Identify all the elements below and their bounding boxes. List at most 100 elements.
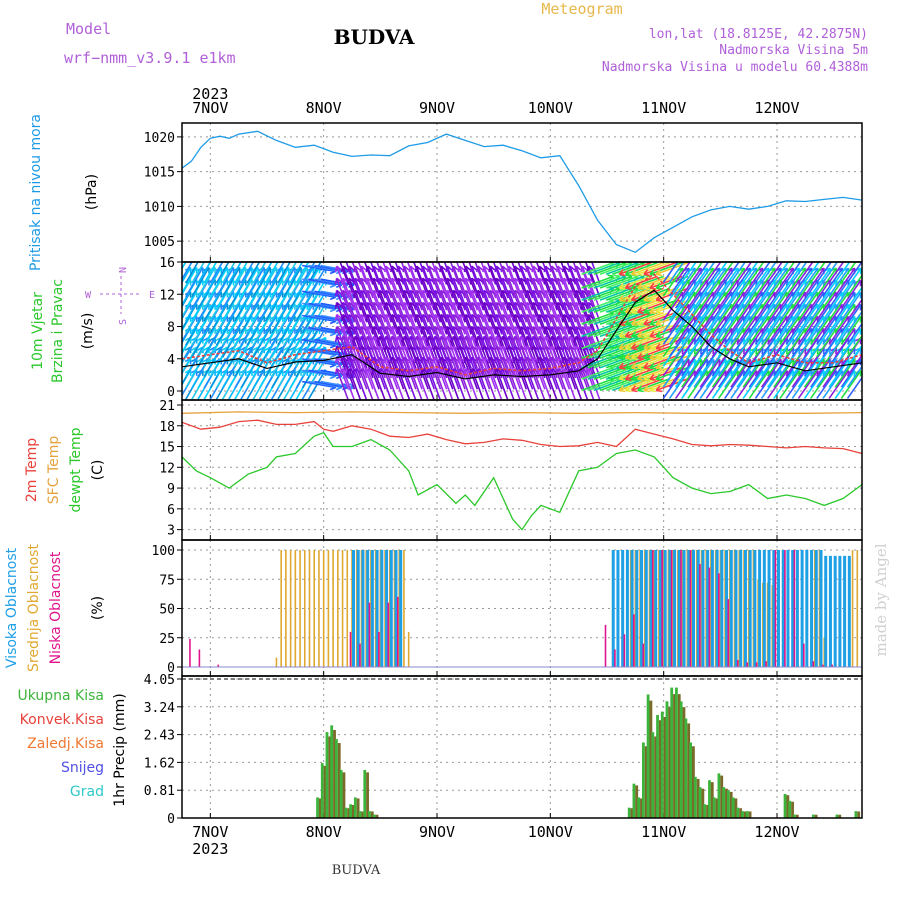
wind-arrow bbox=[587, 287, 620, 301]
cloud-bar-high_cloud bbox=[380, 550, 384, 667]
wind-arrow-head bbox=[446, 326, 453, 332]
wind-arrow bbox=[637, 355, 670, 369]
wind-arrow-head bbox=[495, 301, 502, 307]
cloud-bar-high_cloud bbox=[777, 550, 780, 667]
wind-arrow bbox=[599, 262, 633, 276]
wind-arrow-head bbox=[451, 336, 455, 343]
wind-arrow bbox=[803, 370, 825, 399]
wind-arrow bbox=[631, 336, 664, 350]
wind-arrow-head bbox=[377, 357, 381, 364]
wind-arrow-head bbox=[347, 336, 350, 343]
year-label-bottom: 2023 bbox=[192, 840, 228, 858]
wind-arrow-head bbox=[359, 278, 363, 285]
wind-arrow bbox=[264, 262, 279, 284]
precip-bar-total bbox=[627, 807, 631, 818]
wind-arrow-head bbox=[420, 302, 424, 309]
wind-arrow-head bbox=[557, 289, 563, 295]
wind-arrow bbox=[693, 279, 715, 309]
wind-arrow bbox=[736, 262, 753, 283]
wind-arrow bbox=[699, 358, 721, 388]
wind-arrow-head bbox=[396, 345, 399, 353]
wind-arrow bbox=[612, 377, 645, 392]
wind-arrow-head bbox=[574, 266, 577, 273]
wind-arrow-head bbox=[371, 266, 375, 273]
wind-arrow bbox=[308, 369, 342, 378]
wind-arrow-head bbox=[340, 357, 344, 364]
wind-arrow-head bbox=[469, 302, 473, 309]
wind-arrow-head bbox=[581, 277, 588, 283]
wind-arrow-head bbox=[655, 319, 661, 325]
wind-arrow bbox=[378, 326, 393, 359]
wind-arrow-head bbox=[390, 266, 393, 273]
wind-arrow bbox=[736, 328, 758, 358]
wind-arrow-head bbox=[476, 345, 479, 353]
wind-arrow-head bbox=[643, 343, 649, 349]
wind-arrow bbox=[421, 336, 436, 369]
wind-arrow bbox=[520, 368, 534, 400]
cloud-bar-low_cloud bbox=[718, 573, 720, 667]
wind-arrow-head bbox=[483, 301, 490, 307]
wind-arrow bbox=[625, 287, 658, 301]
wind-arrow-head bbox=[580, 345, 584, 353]
wind-arrow-head bbox=[465, 367, 471, 373]
cloud-bar-low_cloud bbox=[831, 664, 833, 667]
wind-arrow bbox=[693, 304, 715, 333]
wind-arrow-head bbox=[426, 290, 430, 297]
cloud-bar-high_cloud bbox=[649, 550, 653, 667]
wind-arrow bbox=[822, 328, 844, 358]
wind-arrow-head bbox=[408, 326, 412, 333]
cloud-bar-mid_cloud bbox=[294, 550, 297, 667]
wind-arrow-head bbox=[482, 314, 485, 321]
wind-arrow bbox=[599, 287, 633, 301]
wind-arrow bbox=[736, 370, 758, 399]
wind-arrow-head bbox=[342, 367, 349, 373]
wind-arrow-head bbox=[563, 265, 570, 271]
wind-arrow-head bbox=[402, 368, 406, 375]
wind-arrow-head bbox=[549, 336, 553, 343]
wind-arrow-head bbox=[625, 273, 632, 277]
wind-arrow-head bbox=[581, 289, 588, 295]
cloud-bar-mid_cloud bbox=[374, 550, 377, 667]
ylabel-clouds: Srednja Oblacnost bbox=[26, 544, 42, 672]
wind-arrow bbox=[637, 377, 670, 392]
wind-arrow bbox=[335, 326, 350, 359]
wind-arrow bbox=[302, 380, 336, 389]
cloud-bar-high_cloud bbox=[668, 550, 672, 667]
wind-arrow bbox=[581, 311, 614, 326]
wind-arrow bbox=[730, 267, 752, 297]
wind-arrow-head bbox=[580, 314, 584, 321]
wind-arrow-head bbox=[514, 313, 520, 319]
wind-arrow bbox=[754, 291, 776, 321]
wind-arrow-head bbox=[433, 314, 436, 321]
wind-arrow bbox=[730, 262, 747, 283]
wind-arrow bbox=[779, 370, 801, 399]
ytick-label: 18 bbox=[159, 420, 175, 435]
wind-arrow-head bbox=[514, 326, 520, 332]
wind-arrow bbox=[587, 366, 620, 380]
wind-arrow-head bbox=[348, 326, 355, 332]
wind-arrow-head bbox=[494, 314, 498, 321]
wind-arrow-head bbox=[656, 299, 663, 302]
wind-arrow-head bbox=[477, 326, 484, 332]
wind-arrow-head bbox=[397, 326, 404, 332]
wind-arrow-head bbox=[537, 278, 541, 285]
ytick-label: 9 bbox=[167, 482, 175, 497]
wind-arrow bbox=[760, 304, 782, 333]
wind-arrow-head bbox=[563, 313, 570, 319]
wind-arrow bbox=[599, 299, 633, 313]
wind-arrow-head bbox=[329, 344, 336, 349]
day-label-bottom: 10NOV bbox=[528, 823, 573, 841]
cloud-bar-mid_cloud bbox=[275, 657, 278, 667]
wind-arrow-head bbox=[544, 301, 551, 307]
wind-arrow bbox=[643, 377, 677, 392]
wind-arrow-head bbox=[408, 266, 412, 273]
wind-arrow bbox=[643, 275, 677, 289]
precip-bar-convective bbox=[743, 811, 747, 818]
cloud-bar-low_cloud bbox=[765, 661, 767, 667]
wind-arrow-head bbox=[543, 266, 547, 273]
wind-arrow-head bbox=[347, 290, 350, 297]
wind-arrow bbox=[428, 336, 442, 369]
wind-arrow bbox=[668, 279, 690, 309]
wind-arrow-head bbox=[335, 364, 343, 368]
